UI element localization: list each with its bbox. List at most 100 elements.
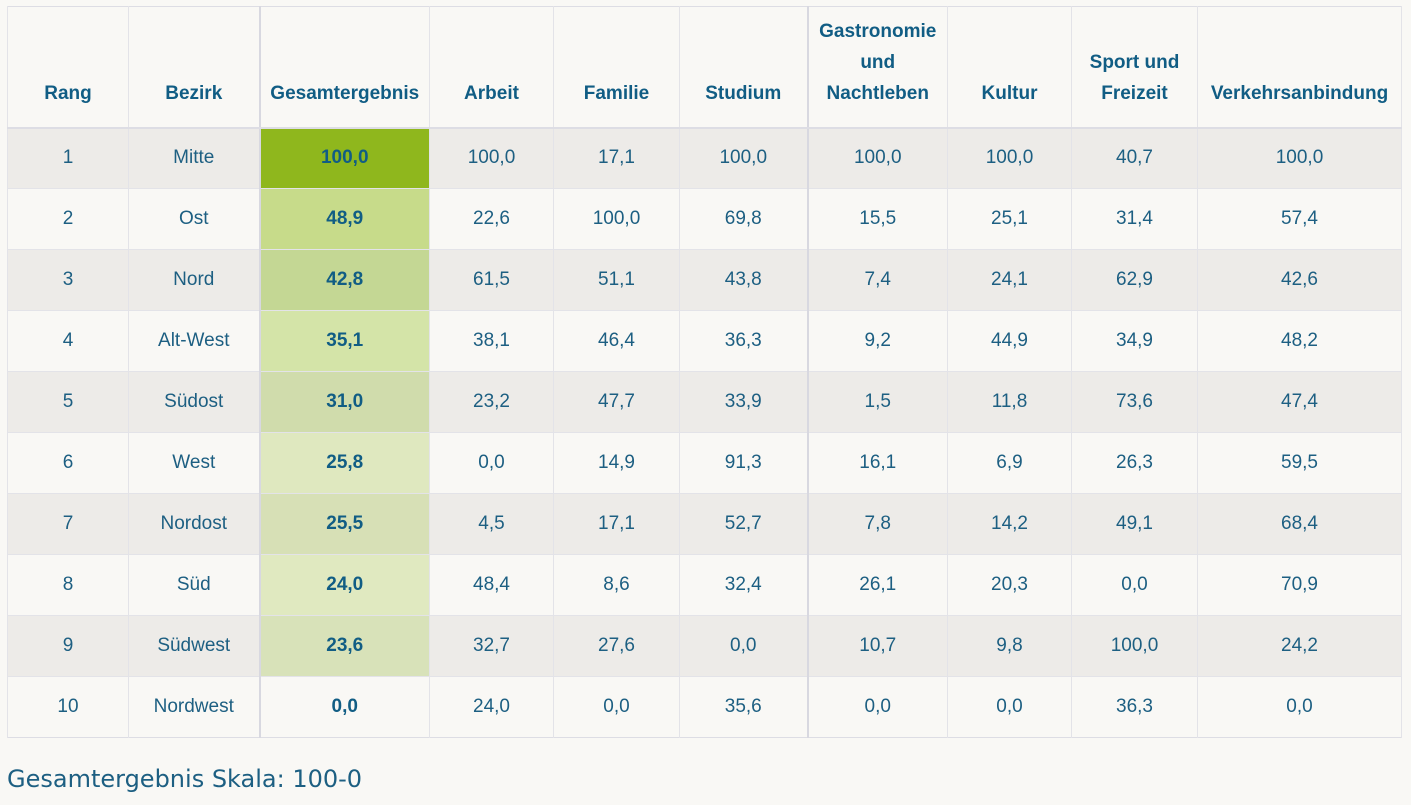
table-row: 10 Nordwest 0,0 24,0 0,0 35,6 0,0 0,0 36,3 0,0	[7, 676, 1402, 738]
cell-rang: 5	[7, 371, 129, 433]
ranking-table-container: Rang Bezirk Gesamtergebnis Arbeit Famili…	[7, 6, 1402, 738]
cell-rang: 7	[7, 493, 129, 555]
cell-verkehrsanbindung: 68,4	[1197, 493, 1402, 555]
header-row: Rang Bezirk Gesamtergebnis Arbeit Famili…	[7, 6, 1402, 129]
header-gastronomie[interactable]: Gastronomie und Nachtleben	[806, 6, 948, 129]
cell-verkehrsanbindung: 47,4	[1197, 371, 1402, 433]
header-arbeit[interactable]: Arbeit	[429, 6, 554, 129]
table-row: 9 Südwest 23,6 32,7 27,6 0,0 10,7 9,8 100,0 24,2	[7, 615, 1402, 677]
cell-familie: 8,6	[553, 554, 680, 616]
header-rang[interactable]: Rang	[7, 6, 129, 129]
cell-familie: 17,1	[553, 493, 680, 555]
cell-arbeit: 22,6	[429, 188, 554, 250]
cell-bezirk: Nordost	[128, 493, 260, 555]
cell-kultur: 20,3	[947, 554, 1072, 616]
cell-sport: 34,9	[1071, 310, 1198, 372]
cell-rang: 10	[7, 676, 129, 738]
cell-gesamtergebnis: 24,0	[258, 554, 430, 616]
header-familie[interactable]: Familie	[553, 6, 680, 129]
cell-verkehrsanbindung: 24,2	[1197, 615, 1402, 677]
cell-kultur: 100,0	[947, 127, 1072, 189]
cell-arbeit: 61,5	[429, 249, 554, 311]
cell-familie: 14,9	[553, 432, 680, 494]
ranking-table: Rang Bezirk Gesamtergebnis Arbeit Famili…	[7, 6, 1402, 738]
cell-gesamtergebnis: 35,1	[258, 310, 430, 372]
cell-studium: 32,4	[679, 554, 808, 616]
cell-familie: 46,4	[553, 310, 680, 372]
cell-studium: 91,3	[679, 432, 808, 494]
cell-kultur: 14,2	[947, 493, 1072, 555]
cell-gastronomie: 15,5	[806, 188, 948, 250]
cell-gesamtergebnis: 42,8	[258, 249, 430, 311]
cell-bezirk: West	[128, 432, 260, 494]
cell-rang: 9	[7, 615, 129, 677]
cell-sport: 0,0	[1071, 554, 1198, 616]
cell-familie: 0,0	[553, 676, 680, 738]
cell-gastronomie: 7,8	[806, 493, 948, 555]
cell-rang: 2	[7, 188, 129, 250]
cell-verkehrsanbindung: 59,5	[1197, 432, 1402, 494]
cell-arbeit: 100,0	[429, 127, 554, 189]
cell-familie: 100,0	[553, 188, 680, 250]
cell-studium: 69,8	[679, 188, 808, 250]
cell-arbeit: 4,5	[429, 493, 554, 555]
cell-gastronomie: 1,5	[806, 371, 948, 433]
table-row: 2 Ost 48,9 22,6 100,0 69,8 15,5 25,1 31,4 57,4	[7, 188, 1402, 250]
cell-gastronomie: 0,0	[806, 676, 948, 738]
header-sport[interactable]: Sport und Freizeit	[1071, 6, 1198, 129]
cell-bezirk: Mitte	[128, 127, 260, 189]
cell-bezirk: Südost	[128, 371, 260, 433]
cell-familie: 47,7	[553, 371, 680, 433]
cell-rang: 3	[7, 249, 129, 311]
cell-studium: 43,8	[679, 249, 808, 311]
header-verkehrsanbindung[interactable]: Verkehrsanbindung	[1197, 6, 1402, 129]
cell-verkehrsanbindung: 42,6	[1197, 249, 1402, 311]
cell-studium: 0,0	[679, 615, 808, 677]
header-kultur[interactable]: Kultur	[947, 6, 1072, 129]
scale-note: Gesamtergebnis Skala: 100-0	[7, 765, 363, 793]
cell-sport: 100,0	[1071, 615, 1198, 677]
cell-rang: 6	[7, 432, 129, 494]
cell-sport: 26,3	[1071, 432, 1198, 494]
table-row: 4 Alt-West 35,1 38,1 46,4 36,3 9,2 44,9 34,9 48,2	[7, 310, 1402, 372]
cell-gastronomie: 7,4	[806, 249, 948, 311]
cell-gesamtergebnis: 0,0	[258, 676, 430, 738]
cell-sport: 73,6	[1071, 371, 1198, 433]
cell-gesamtergebnis: 31,0	[258, 371, 430, 433]
table-row: 1 Mitte 100,0 100,0 17,1 100,0 100,0 100,0 40,7 1…	[7, 127, 1402, 189]
cell-verkehrsanbindung: 48,2	[1197, 310, 1402, 372]
cell-bezirk: Südwest	[128, 615, 260, 677]
cell-sport: 40,7	[1071, 127, 1198, 189]
cell-rang: 1	[7, 127, 129, 189]
cell-sport: 31,4	[1071, 188, 1198, 250]
header-studium[interactable]: Studium	[679, 6, 808, 129]
header-gesamtergebnis[interactable]: Gesamtergebnis	[258, 6, 430, 129]
header-bezirk[interactable]: Bezirk	[128, 6, 260, 129]
cell-studium: 100,0	[679, 127, 808, 189]
cell-gesamtergebnis: 23,6	[258, 615, 430, 677]
cell-studium: 33,9	[679, 371, 808, 433]
cell-gesamtergebnis: 48,9	[258, 188, 430, 250]
cell-familie: 51,1	[553, 249, 680, 311]
cell-bezirk: Süd	[128, 554, 260, 616]
cell-familie: 17,1	[553, 127, 680, 189]
cell-bezirk: Nord	[128, 249, 260, 311]
table-row: 7 Nordost 25,5 4,5 17,1 52,7 7,8 14,2 49,1 68,4	[7, 493, 1402, 555]
cell-gesamtergebnis: 25,5	[258, 493, 430, 555]
cell-studium: 35,6	[679, 676, 808, 738]
cell-bezirk: Ost	[128, 188, 260, 250]
cell-arbeit: 23,2	[429, 371, 554, 433]
cell-studium: 36,3	[679, 310, 808, 372]
cell-gesamtergebnis: 100,0	[258, 127, 430, 189]
cell-kultur: 11,8	[947, 371, 1072, 433]
cell-arbeit: 32,7	[429, 615, 554, 677]
cell-familie: 27,6	[553, 615, 680, 677]
cell-gastronomie: 100,0	[806, 127, 948, 189]
cell-arbeit: 24,0	[429, 676, 554, 738]
cell-arbeit: 38,1	[429, 310, 554, 372]
cell-gastronomie: 9,2	[806, 310, 948, 372]
cell-arbeit: 48,4	[429, 554, 554, 616]
cell-sport: 62,9	[1071, 249, 1198, 311]
cell-verkehrsanbindung: 70,9	[1197, 554, 1402, 616]
cell-gastronomie: 26,1	[806, 554, 948, 616]
